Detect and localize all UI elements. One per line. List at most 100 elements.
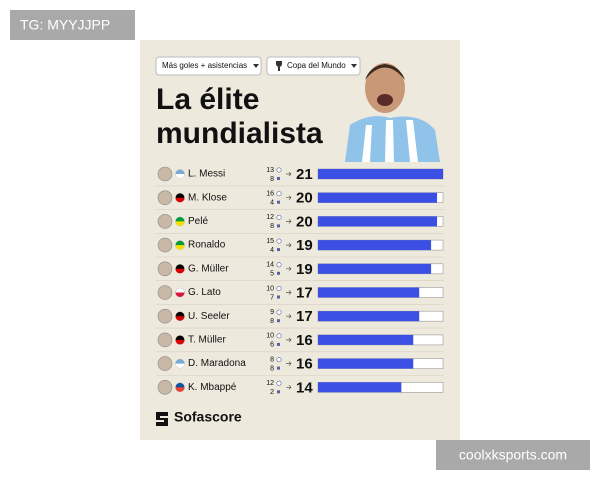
goals: 8 (270, 356, 274, 363)
trophy-icon (276, 61, 282, 71)
avatar (157, 332, 173, 348)
assists: 8 (270, 365, 274, 372)
arrow (286, 242, 292, 248)
caret (351, 64, 357, 68)
ball-icon (276, 214, 282, 220)
arrow (286, 195, 292, 200)
boot-icon (277, 248, 280, 252)
avatar (157, 190, 173, 205)
site-box (436, 440, 590, 470)
boot-icon (277, 366, 280, 370)
caret (253, 64, 259, 68)
ball-icon (276, 309, 282, 315)
goals: 15 (266, 238, 274, 245)
player-name: L. Messi (188, 169, 225, 180)
bar (318, 287, 420, 298)
ball-icon (276, 238, 282, 244)
assists: 8 (270, 176, 274, 183)
bar (318, 192, 438, 203)
bar (318, 358, 414, 369)
brand-logo (156, 412, 168, 426)
player-name: M. Klose (188, 192, 227, 203)
goals: 14 (266, 262, 274, 269)
player-name: G. Lato (188, 287, 221, 298)
arrow (286, 337, 292, 343)
total: 16 (296, 356, 313, 373)
assists: 8 (270, 223, 274, 230)
avatar (157, 379, 173, 395)
flag (175, 268, 185, 274)
total: 21 (296, 166, 313, 183)
arrow (286, 219, 292, 224)
filter-label: Más goles + asistencias (162, 61, 247, 70)
bar (318, 382, 402, 393)
bar (318, 240, 432, 251)
ball-icon (276, 191, 282, 197)
arrow (286, 171, 292, 177)
filter[interactable] (155, 56, 262, 76)
site: coolxksports.com (459, 447, 567, 463)
title: La élite (156, 83, 259, 116)
goals: 13 (266, 167, 274, 174)
title: mundialista (156, 117, 323, 150)
boot-icon (277, 177, 280, 180)
total: 20 (296, 190, 313, 207)
player-name: U. Seeler (188, 311, 230, 322)
bar (318, 334, 414, 345)
boot-icon (277, 319, 280, 323)
ball-icon (276, 262, 282, 268)
brand: Sofascore (174, 409, 242, 425)
avatar (157, 356, 173, 371)
player-name: G. Müller (188, 263, 229, 274)
filter-label: Copa del Mundo (287, 61, 346, 70)
arrow (286, 361, 292, 366)
player-name: Pelé (188, 216, 208, 227)
arrow (286, 385, 292, 390)
goals: 16 (266, 191, 274, 198)
filter[interactable] (266, 56, 361, 76)
boot-icon (277, 295, 280, 299)
watermark-box (10, 10, 135, 40)
ball-icon (276, 333, 282, 339)
avatar (157, 261, 173, 277)
assists: 2 (270, 389, 274, 396)
assists: 7 (270, 294, 274, 301)
boot-icon (277, 200, 280, 204)
arrow (286, 313, 292, 319)
total: 14 (296, 379, 313, 396)
flag (175, 245, 185, 250)
ball-icon (276, 167, 282, 173)
goals: 12 (266, 380, 274, 387)
flag (175, 387, 185, 392)
arrow (286, 266, 292, 272)
total: 17 (296, 308, 313, 325)
avatar (157, 285, 173, 300)
flag (175, 316, 185, 321)
flag (175, 174, 185, 179)
bar (318, 263, 432, 274)
assists: 4 (270, 200, 274, 207)
goals: 12 (266, 214, 274, 221)
bar (318, 216, 438, 227)
player-name: K. Mbappé (188, 382, 237, 393)
flag (175, 197, 185, 203)
avatar (157, 214, 173, 229)
ball-icon (276, 285, 282, 291)
player-name: T. Müller (188, 335, 226, 346)
ball-icon (276, 380, 282, 386)
flag (175, 221, 185, 226)
player-name: D. Maradona (188, 358, 246, 369)
boot-icon (277, 271, 280, 275)
goals: 10 (266, 333, 274, 340)
player-photo (345, 63, 440, 162)
goals: 9 (270, 309, 274, 316)
avatar (157, 237, 173, 253)
assists: 8 (270, 318, 274, 325)
goals: 10 (266, 285, 274, 292)
boot-icon (277, 224, 280, 228)
total: 19 (296, 261, 313, 278)
total: 16 (296, 332, 313, 349)
assists: 5 (270, 271, 274, 278)
bar (318, 311, 420, 322)
